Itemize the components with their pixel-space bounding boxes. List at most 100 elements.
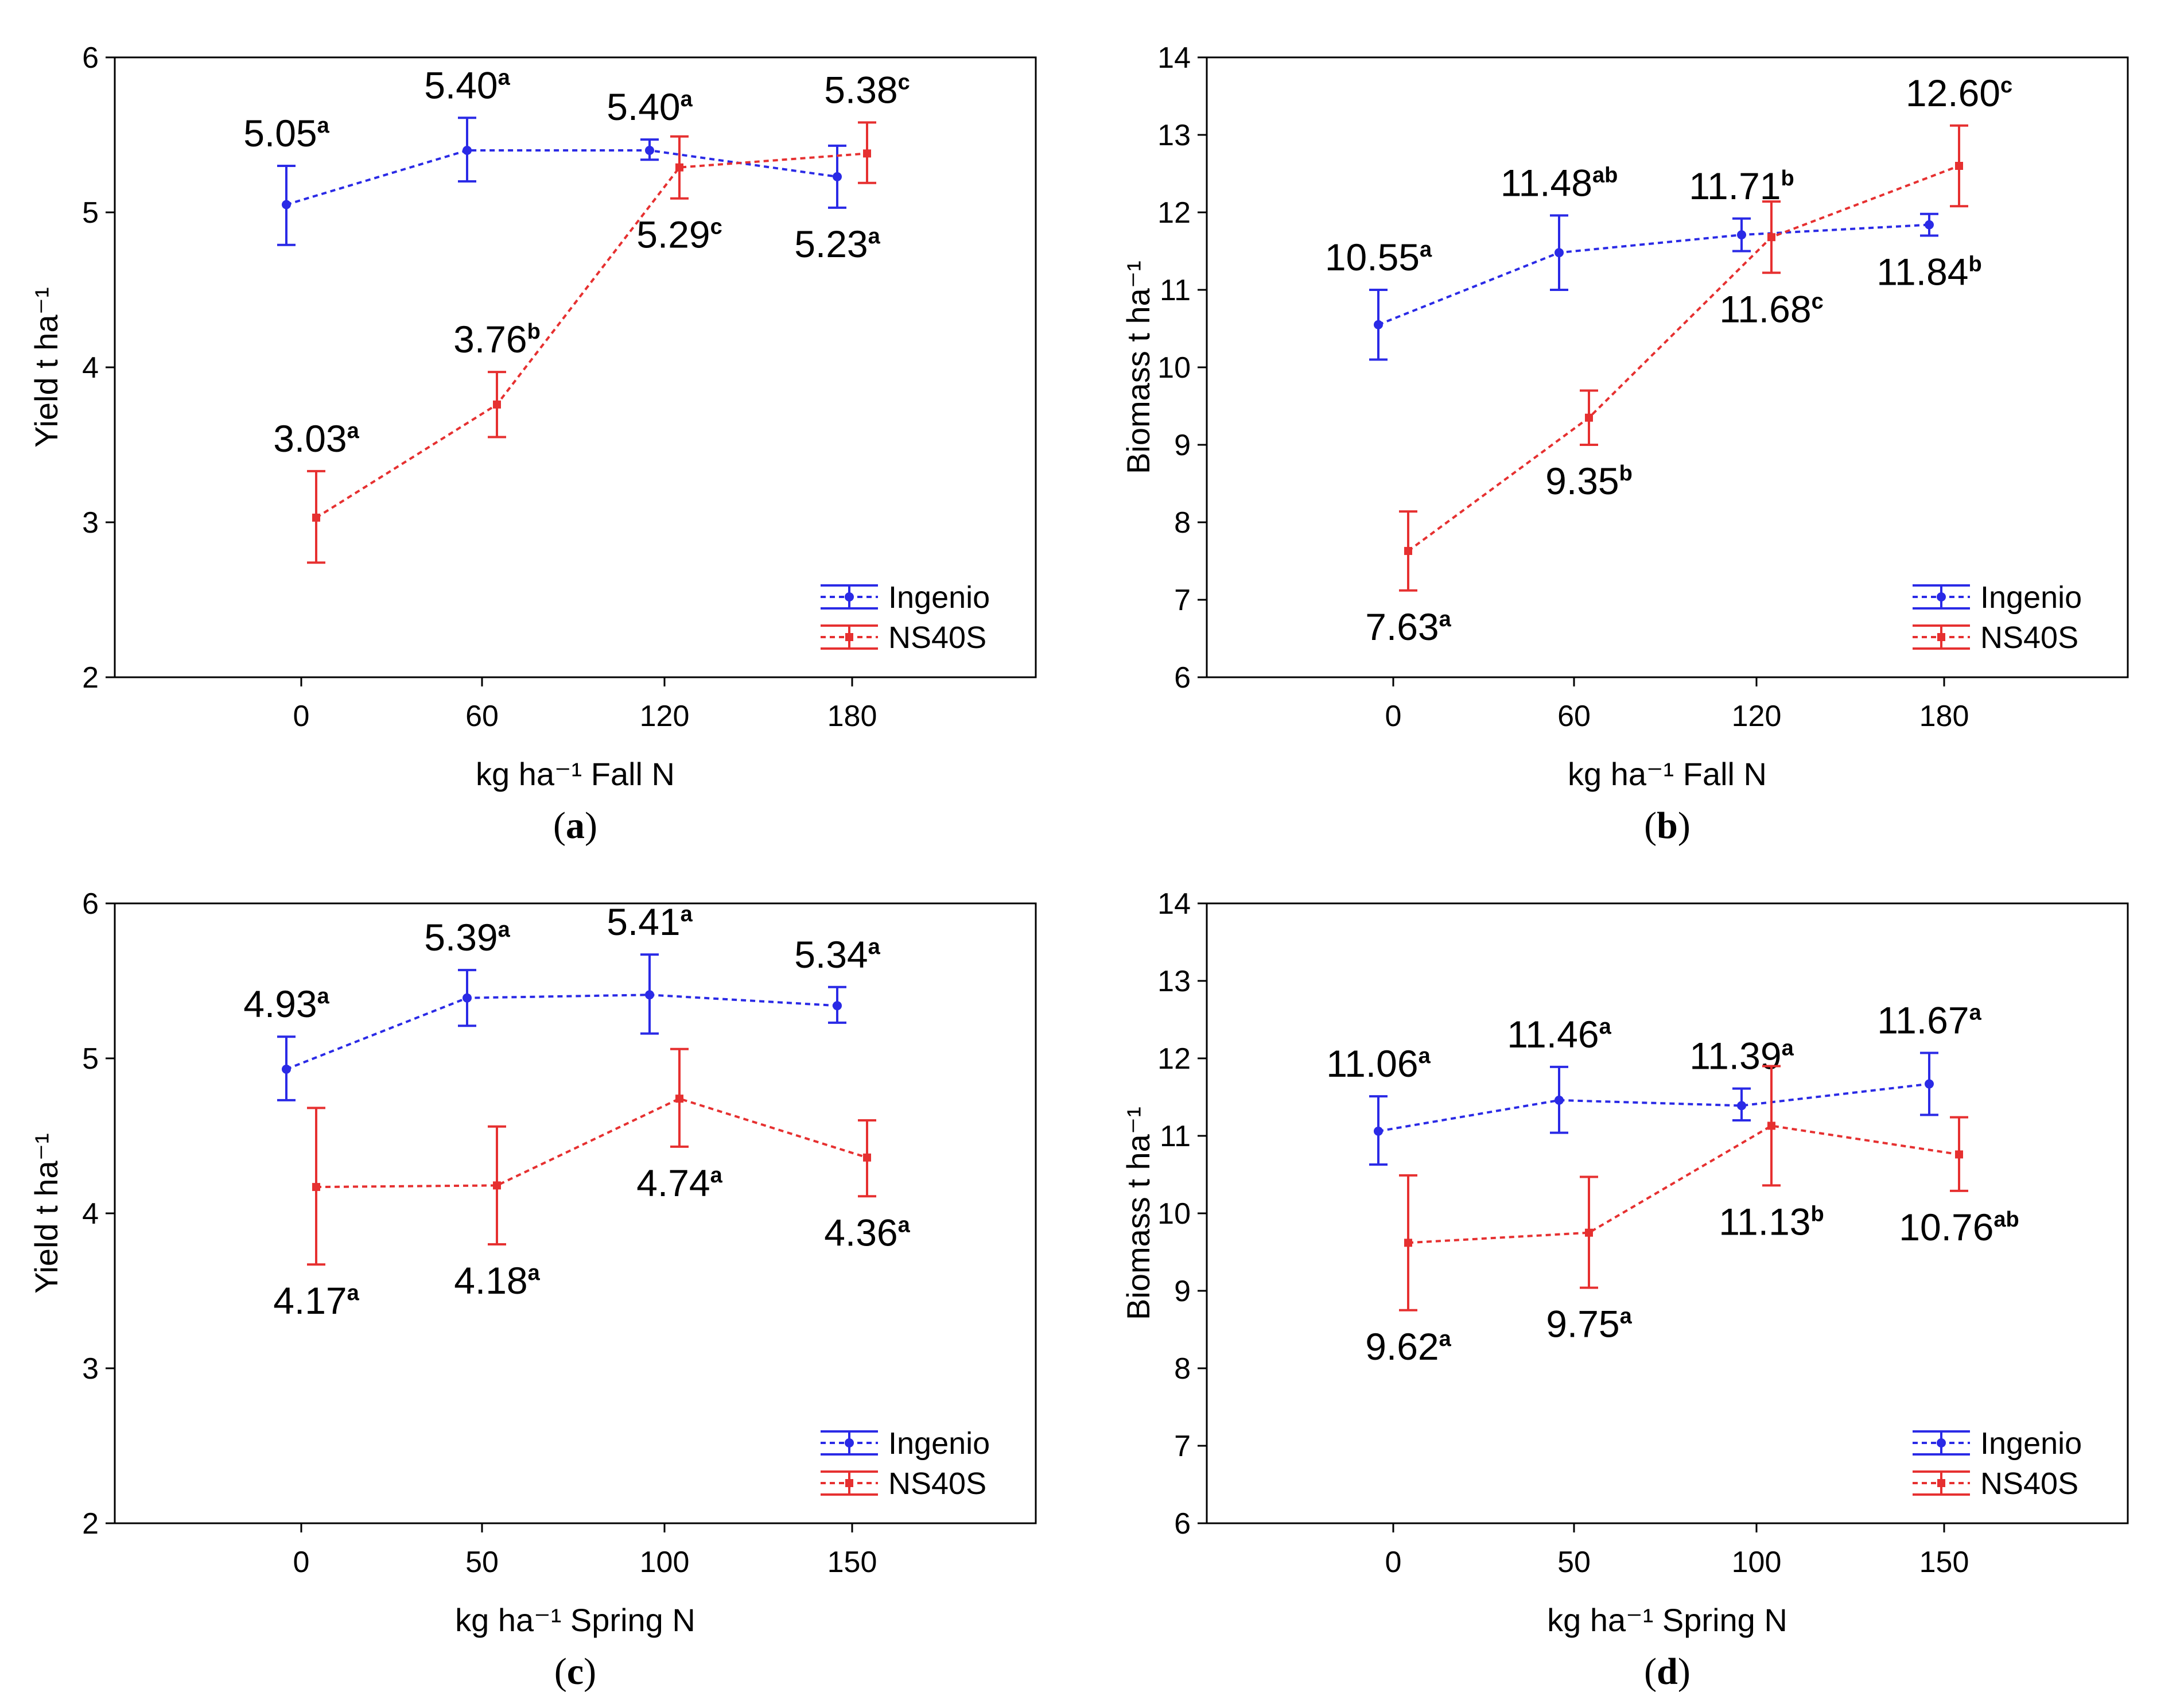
data-point xyxy=(1404,1239,1412,1247)
data-point xyxy=(1955,1150,1963,1159)
y-tick-label: 13 xyxy=(1157,119,1191,152)
data-label: 9.62a xyxy=(1365,1325,1451,1368)
data-point xyxy=(1404,546,1412,555)
data-label: 7.63a xyxy=(1365,606,1451,648)
legend-label: Ingenio xyxy=(1980,580,2082,615)
data-label-letter: a xyxy=(1439,607,1452,631)
legend-entry-ingenio: Ingenio xyxy=(1913,580,2082,615)
data-label: 5.38c xyxy=(824,68,910,111)
series-line-ns40s xyxy=(316,1097,868,1189)
data-label: 5.23a xyxy=(794,223,880,265)
y-tick-label: 6 xyxy=(82,887,99,921)
data-label: 3.76b xyxy=(453,318,541,360)
data-label-value: 7.63 xyxy=(1365,606,1439,648)
data-label-value: 5.40 xyxy=(424,64,498,106)
chart-panel-a: 2 3 4 5 6 0 60 120 180 kg ha⁻¹ Fall N Yield t ha⁻¹… xyxy=(0,0,1092,847)
chart-c: 2 3 4 5 6 0 50 100 150 kg ha⁻¹ Spring N Yield t ha… xyxy=(28,887,1037,1692)
data-label-letter: a xyxy=(347,419,360,443)
legend-marker xyxy=(845,633,853,641)
data-label: 11.48ab xyxy=(1501,161,1618,204)
legend-entry-ns40s: NS40S xyxy=(1913,1466,2078,1501)
data-label-letter: a xyxy=(681,87,693,111)
data-label-value: 3.03 xyxy=(273,417,347,460)
y-tick-label: 5 xyxy=(82,1042,99,1076)
data-label: 11.84b xyxy=(1876,251,1981,293)
data-label-letter: a xyxy=(1420,238,1432,262)
caption-letter: d xyxy=(1657,1651,1678,1692)
data-point xyxy=(1737,1101,1746,1111)
data-label: 3.03a xyxy=(273,417,359,460)
x-tick-label: 120 xyxy=(1732,700,1782,733)
y-tick-label: 12 xyxy=(1157,196,1191,230)
panel-caption: (a) xyxy=(553,805,597,847)
plot-frame xyxy=(114,56,1037,678)
caption-letter: c xyxy=(567,1651,584,1692)
legend-label: NS40S xyxy=(888,1466,986,1501)
panel-caption: (b) xyxy=(1644,805,1691,847)
x-tick-label: 100 xyxy=(1732,1546,1782,1579)
data-point xyxy=(1555,1095,1564,1105)
data-point xyxy=(1374,320,1383,329)
data-label-letter: a xyxy=(317,114,330,138)
data-label-letter: a xyxy=(1419,1044,1431,1068)
data-label-letter: c xyxy=(710,215,722,239)
data-label-letter: b xyxy=(1811,1202,1824,1226)
data-label: 12.60c xyxy=(1906,72,2012,114)
data-label-letter: b xyxy=(1781,166,1794,191)
data-point xyxy=(1555,248,1564,258)
data-label: 10.76ab xyxy=(1899,1206,2019,1248)
x-axis-label: kg ha⁻¹ Fall N xyxy=(1568,756,1767,792)
plot-frame xyxy=(1206,902,2129,1524)
y-tick-label: 10 xyxy=(1157,351,1191,385)
data-label: 5.41a xyxy=(607,901,693,943)
legend-marker xyxy=(1937,633,1945,641)
y-tick-label: 2 xyxy=(82,1507,99,1540)
y-tick-label: 2 xyxy=(82,661,99,694)
data-label-letter: a xyxy=(1782,1037,1794,1061)
caption-open-paren: ( xyxy=(554,1651,567,1692)
x-axis-label: kg ha⁻¹ Fall N xyxy=(476,756,675,792)
data-label: 11.46a xyxy=(1507,1013,1611,1055)
data-label-letter: ab xyxy=(1592,163,1618,187)
data-label-value: 10.55 xyxy=(1325,236,1420,278)
data-point xyxy=(863,1153,871,1162)
data-label-value: 11.67 xyxy=(1877,999,1969,1042)
x-tick-label: 0 xyxy=(1385,700,1402,733)
data-label-letter: b xyxy=(1969,253,1982,277)
x-tick-label: 0 xyxy=(293,700,310,733)
y-tick-label: 8 xyxy=(1174,1352,1191,1386)
data-label-letter: a xyxy=(1439,1327,1452,1351)
chart-panel-c: 2 3 4 5 6 0 50 100 150 kg ha⁻¹ Spring N Yield t ha… xyxy=(0,846,1092,1692)
data-label: 11.06a xyxy=(1326,1042,1431,1085)
data-point xyxy=(463,146,472,155)
y-tick-label: 6 xyxy=(1174,1507,1191,1540)
series-line-ingenio xyxy=(1378,1082,1930,1132)
legend-label: NS40S xyxy=(1980,1466,2078,1501)
y-axis-label: Yield t ha⁻¹ xyxy=(28,1133,64,1294)
series-line-ingenio xyxy=(286,994,838,1070)
legend-marker xyxy=(845,1438,854,1447)
data-label-letter: a xyxy=(1969,1001,1982,1025)
x-tick-label: 180 xyxy=(827,700,877,733)
data-label-value: 5.41 xyxy=(607,901,680,943)
data-point xyxy=(312,513,320,522)
data-label-value: 11.39 xyxy=(1689,1035,1781,1077)
caption-letter: b xyxy=(1657,805,1678,847)
data-point xyxy=(1767,233,1775,242)
data-label: 4.18a xyxy=(454,1259,540,1302)
data-point xyxy=(645,990,654,1000)
legend-entry-ingenio: Ingenio xyxy=(1913,1426,2082,1461)
caption-open-paren: ( xyxy=(1644,1651,1657,1692)
data-point xyxy=(1925,1079,1934,1089)
data-label-letter: c xyxy=(1812,289,1824,313)
data-point xyxy=(675,1095,683,1103)
data-label: 5.40a xyxy=(607,86,693,128)
caption-letter: a xyxy=(566,805,585,847)
chart-panel-b: 6 7 8 9 10 11 12 13 14 0 60 120 180 kg ha⁻¹ Fall N Bio… xyxy=(1092,0,2184,847)
data-label-letter: a xyxy=(681,902,693,926)
data-label-letter: ab xyxy=(1993,1208,2019,1232)
data-label-letter: a xyxy=(528,1261,541,1285)
y-tick-label: 6 xyxy=(1174,661,1191,694)
data-label-letter: a xyxy=(498,65,511,90)
x-tick-label: 60 xyxy=(1557,700,1591,733)
